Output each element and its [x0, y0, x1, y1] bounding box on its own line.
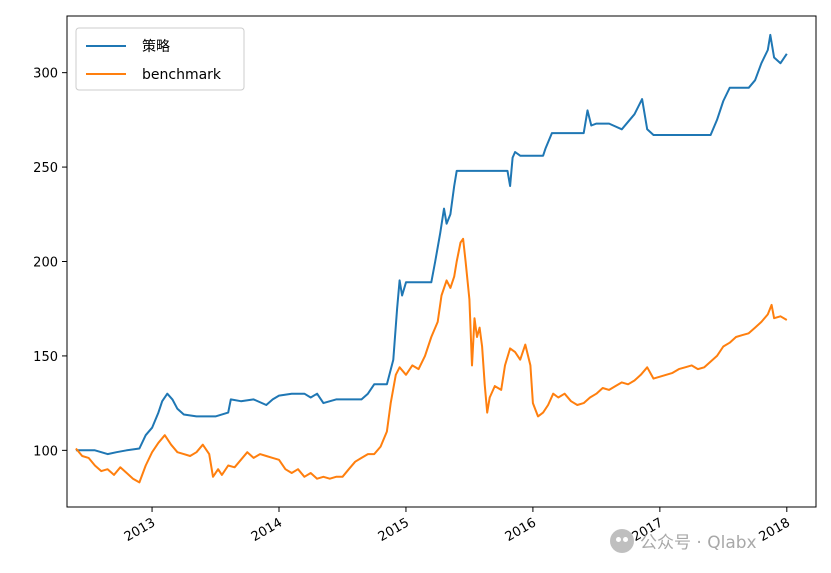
watermark-text: 公众号 · Qlabx	[640, 533, 757, 553]
plot-background	[67, 16, 816, 507]
legend: 策略 benchmark	[75, 27, 245, 91]
x-tick-label: 2016	[503, 515, 539, 545]
y-tick-label: 300	[33, 67, 58, 82]
legend-label-benchmark: benchmark	[142, 67, 222, 83]
series-layer	[75, 33, 788, 484]
wechat-icon	[610, 528, 634, 553]
y-axis: 100 150 200 250 300	[33, 67, 67, 459]
x-tick-label: 2013	[122, 515, 158, 545]
watermark: 公众号 · Qlabx	[610, 528, 757, 553]
series-line-strategy	[75, 33, 788, 456]
x-tick-label: 2018	[757, 515, 793, 545]
x-tick-label: 2014	[249, 515, 285, 545]
series-line-benchmark	[75, 237, 788, 484]
y-tick-label: 250	[33, 161, 58, 176]
y-tick-label: 100	[33, 444, 58, 459]
x-tick-label: 2015	[376, 515, 412, 545]
legend-label-strategy: 策略	[142, 38, 170, 55]
y-tick-label: 200	[33, 256, 58, 271]
y-tick-label: 150	[33, 350, 58, 365]
